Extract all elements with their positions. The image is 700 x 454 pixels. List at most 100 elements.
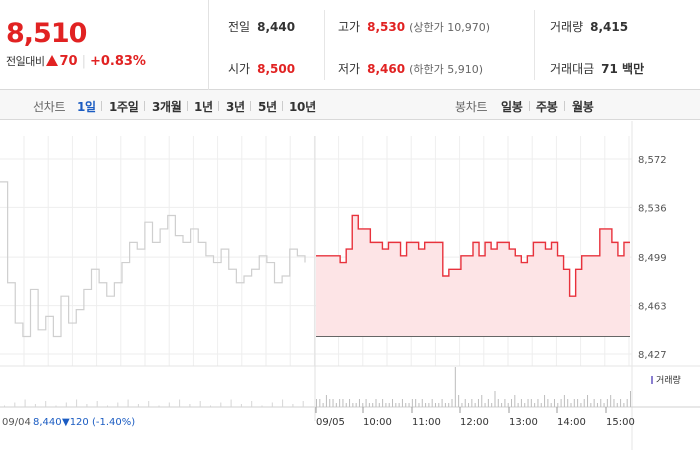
volume-bars <box>4 367 631 407</box>
volume-bar <box>583 399 585 407</box>
stat-value: 8,530 <box>367 20 406 34</box>
period-1w-button[interactable]: 1주일 <box>109 100 139 114</box>
volume-bar <box>593 399 595 407</box>
volume-bar <box>251 401 253 407</box>
volume-bar <box>448 403 450 407</box>
volume-bar <box>210 405 211 407</box>
price-box: 8,510 전일대비 70 | +0.83% <box>0 0 209 90</box>
divider <box>564 101 565 111</box>
change-value: 70 <box>59 54 78 69</box>
volume-bar <box>613 399 615 407</box>
stat-label: 고가 <box>338 20 361 34</box>
prev-day-change-pct: (-1.40%) <box>92 417 135 428</box>
volume-bar <box>458 395 460 407</box>
volume-bar <box>428 403 430 407</box>
x-tick-label: 09/05 <box>316 417 345 428</box>
volume-bar <box>405 403 407 407</box>
volume-bar <box>368 403 370 407</box>
volume-bar <box>438 403 440 407</box>
divider <box>529 101 530 111</box>
volume-bar <box>271 402 273 407</box>
volume-bar <box>497 399 499 407</box>
volume-bar <box>319 399 321 407</box>
stat-label: 저가 <box>338 62 361 76</box>
volume-bar <box>547 399 549 407</box>
volume-bar <box>395 403 397 407</box>
volume-bar <box>362 403 364 407</box>
period-5y-button[interactable]: 5년 <box>258 100 277 114</box>
period-1y-button[interactable]: 1년 <box>194 100 213 114</box>
current-price: 8,510 <box>6 18 87 49</box>
volume-bar <box>560 399 562 407</box>
volume-bar <box>520 399 522 407</box>
volume-bar <box>329 399 331 407</box>
volume-bar <box>382 399 384 407</box>
volume-bar <box>14 402 16 407</box>
volume-bar <box>471 399 473 407</box>
volume-bar <box>461 403 463 407</box>
volume-bar <box>441 399 443 407</box>
volume-bar <box>530 399 532 407</box>
volume-bar <box>540 403 542 407</box>
x-tick-label: 15:00 <box>606 417 635 428</box>
volume-bar <box>567 399 569 407</box>
volume-bar <box>477 399 479 407</box>
volume-bar <box>623 403 625 407</box>
volume-bar <box>65 402 67 407</box>
lower-limit: (하한가 5,910) <box>409 63 483 76</box>
volume-bar <box>199 401 201 407</box>
volume-bar <box>610 395 612 407</box>
stat-value: 8,415 <box>590 20 629 34</box>
volume-bar <box>511 399 513 407</box>
volume-bar <box>4 405 5 407</box>
stat-low: 저가 8,460 (하한가 5,910) <box>338 60 483 77</box>
volume-bar <box>517 403 519 407</box>
y-tick-label: 8,499 <box>638 253 667 264</box>
price-chart[interactable]: 8,572 8,536 8,499 8,463 8,427 09/05 10:00 11:0… <box>0 121 700 450</box>
volume-bar <box>96 401 98 407</box>
candle-daily-button[interactable]: 일봉 <box>501 100 523 114</box>
volume-bar <box>491 403 493 407</box>
volume-bar <box>345 403 347 407</box>
volume-bar <box>322 403 324 407</box>
stat-open: 시가 8,500 <box>228 60 295 77</box>
stat-amount: 거래대금 71 백만 <box>550 60 644 77</box>
volume-bar <box>421 399 423 407</box>
volume-bar <box>451 399 453 407</box>
volume-bar <box>230 399 232 407</box>
price-chart-svg: 8,572 8,536 8,499 8,463 8,427 09/05 10:00 11:0… <box>0 121 700 450</box>
volume-bar <box>537 399 539 407</box>
volume-bar <box>220 402 222 407</box>
volume-bar <box>45 401 47 407</box>
volume-bar <box>444 403 446 407</box>
line-chart-label: 선차트 <box>33 100 66 114</box>
volume-bar <box>137 404 139 407</box>
volume-bar <box>481 395 483 407</box>
candle-weekly-button[interactable]: 주봉 <box>536 100 558 114</box>
stat-volume: 거래량 8,415 <box>550 18 628 35</box>
volume-bar <box>365 399 367 407</box>
volume-bar <box>385 403 387 407</box>
period-3m-button[interactable]: 3개월 <box>152 100 182 114</box>
volume-bar <box>494 391 496 407</box>
volume-bar <box>434 403 436 407</box>
divider <box>187 101 188 111</box>
period-3y-button[interactable]: 3년 <box>226 100 245 114</box>
volume-bar <box>408 403 410 407</box>
volume-bar <box>563 395 565 407</box>
volume-bar <box>325 395 327 407</box>
period-10y-button[interactable]: 10년 <box>289 100 316 114</box>
volume-bar <box>425 403 427 407</box>
stat-prev-close: 전일 8,440 <box>228 18 295 35</box>
volume-bar <box>550 403 552 407</box>
volume-bar <box>24 399 26 407</box>
candle-monthly-button[interactable]: 월봉 <box>572 100 594 114</box>
volume-bar <box>148 401 150 407</box>
period-1d-button[interactable]: 1일 <box>77 100 96 114</box>
volume-bar <box>302 401 304 407</box>
volume-bar <box>524 403 526 407</box>
volume-bar <box>464 399 466 407</box>
volume-bar <box>573 399 575 407</box>
change-percent: +0.83% <box>89 54 146 69</box>
volume-bar <box>398 403 400 407</box>
